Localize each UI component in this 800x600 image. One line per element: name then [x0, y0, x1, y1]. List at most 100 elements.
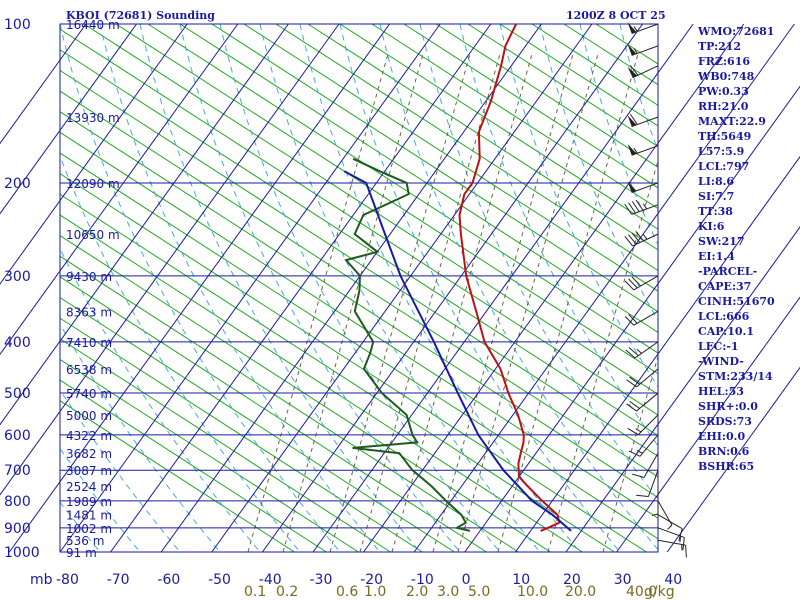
isotherm-line	[565, 226, 800, 553]
isotherm-line	[261, 23, 643, 553]
wind-barb-full	[635, 230, 644, 242]
mixing-ratio-label: 3.0	[437, 584, 459, 600]
mixing-ratio-line	[457, 53, 599, 552]
wind-barb-half	[633, 47, 638, 54]
wind-barb-flag	[627, 22, 637, 34]
height-label: 2524 m	[66, 480, 112, 494]
moist-adiabat-line	[619, 24, 658, 153]
dry-adiabat-line	[60, 173, 647, 552]
wind-barb	[627, 22, 659, 35]
height-label: 1481 m	[66, 509, 112, 523]
pressure-tick-label: 800	[4, 494, 31, 510]
wind-barb-staff	[631, 145, 659, 156]
height-label: 91 m	[66, 546, 97, 560]
wind-barb-half	[633, 26, 638, 32]
wind-barb-staff	[633, 275, 659, 291]
wind-barb-staff	[657, 514, 683, 530]
wind-barb-full	[629, 400, 640, 409]
moist-adiabat-line	[219, 24, 501, 552]
index-entry: BRN:0.6	[698, 445, 750, 458]
pressure-tick-label: 900	[4, 521, 31, 537]
height-label: 5000 m	[66, 409, 112, 423]
wind-barb-full	[682, 537, 685, 550]
wind-barb	[657, 500, 673, 530]
isotherm-line	[666, 366, 800, 553]
wind-barb-half	[651, 513, 659, 517]
wind-barb	[626, 392, 659, 412]
index-entry: SRDS:73	[698, 415, 752, 428]
temperature-tick-label: -40	[259, 572, 282, 588]
moist-adiabat-line	[459, 24, 658, 447]
wind-barb	[624, 310, 659, 326]
wind-barb-half	[642, 203, 648, 210]
mixing-ratio-label: 10.0	[517, 584, 548, 600]
index-entry: EI:1.4	[698, 250, 735, 263]
wind-barb	[627, 113, 659, 128]
isotherm-line	[0, 23, 289, 426]
wind-barb	[657, 539, 687, 558]
temperature-tick-label: -30	[310, 572, 333, 588]
isotherm-line	[0, 23, 188, 285]
wind-barb-full	[625, 349, 636, 359]
wind-barb-full	[624, 203, 633, 215]
wind-barb-full	[636, 494, 649, 498]
wind-barb	[657, 514, 683, 541]
isotherm-line	[0, 23, 137, 215]
isotherm-line	[0, 23, 239, 356]
dry-adiabat-line	[60, 214, 583, 552]
wind-barb-full	[629, 65, 639, 76]
height-label: 3087 m	[66, 464, 112, 478]
index-entry: -PARCEL-	[698, 265, 758, 278]
moist-adiabat-line	[499, 24, 658, 388]
index-entry: SI:7.7	[698, 190, 735, 203]
index-entry: HEL:53	[698, 385, 744, 398]
dry-adiabat-line	[60, 338, 391, 552]
pressure-tick-label: 1000	[4, 545, 40, 561]
wind-barb-staff	[657, 527, 685, 538]
mixing-ratio-label: 40.0	[626, 584, 657, 600]
wind-barb	[625, 341, 659, 359]
wind-barb-full	[631, 276, 642, 287]
wind-barb-half	[636, 450, 643, 454]
moist-adiabat-line	[299, 24, 581, 552]
wind-barb	[624, 230, 659, 247]
stability-indices: WMO:72681 TP:212 FRZ:616 WB0:748 PW:0.33 RH:2…	[698, 24, 775, 474]
wind-barb-full	[624, 316, 635, 326]
isotherm-line	[0, 23, 340, 496]
index-entry: -WIND-	[698, 355, 744, 368]
wind-barb-full	[631, 232, 641, 243]
wind-barb-full	[628, 347, 639, 357]
wind-barb	[624, 199, 659, 215]
wind-barb-full	[628, 234, 637, 245]
dry-adiabat-line	[60, 276, 487, 552]
dry-adiabat-line	[60, 152, 658, 540]
isotherm-line	[110, 23, 492, 553]
mixing-ratio-line	[247, 53, 389, 552]
height-label: 1989 m	[66, 495, 112, 509]
index-entry: WB0:748	[698, 70, 755, 83]
wind-barb	[627, 143, 659, 156]
mixing-ratio-line	[329, 53, 471, 552]
index-entry: TH:5649	[698, 130, 752, 143]
isotherm-line	[0, 23, 87, 145]
profiles	[343, 24, 572, 532]
dry-adiabat-line	[60, 69, 658, 457]
height-label: 13930 m	[66, 111, 120, 125]
dry-adiabat-line	[60, 255, 519, 552]
mixing-ratio-label: 20.0	[565, 584, 596, 600]
dry-adiabat-line	[435, 24, 658, 168]
isotherm-line	[413, 23, 795, 553]
height-label: 8363 m	[66, 305, 112, 319]
wind-barb-full	[629, 376, 640, 385]
plot-frame	[59, 23, 659, 553]
height-label: 3682 m	[66, 447, 112, 461]
pressure-tick-label: 100	[4, 17, 31, 33]
dry-adiabat-line	[60, 400, 295, 552]
dry-adiabat-line	[60, 296, 455, 552]
temperature-tick-label: 40	[664, 572, 682, 588]
pressure-tick-label: 700	[4, 463, 31, 479]
dry-adiabat-line	[60, 49, 658, 437]
mixing-ratio-label: 0.2	[276, 584, 298, 600]
wind-barbs	[624, 22, 687, 558]
